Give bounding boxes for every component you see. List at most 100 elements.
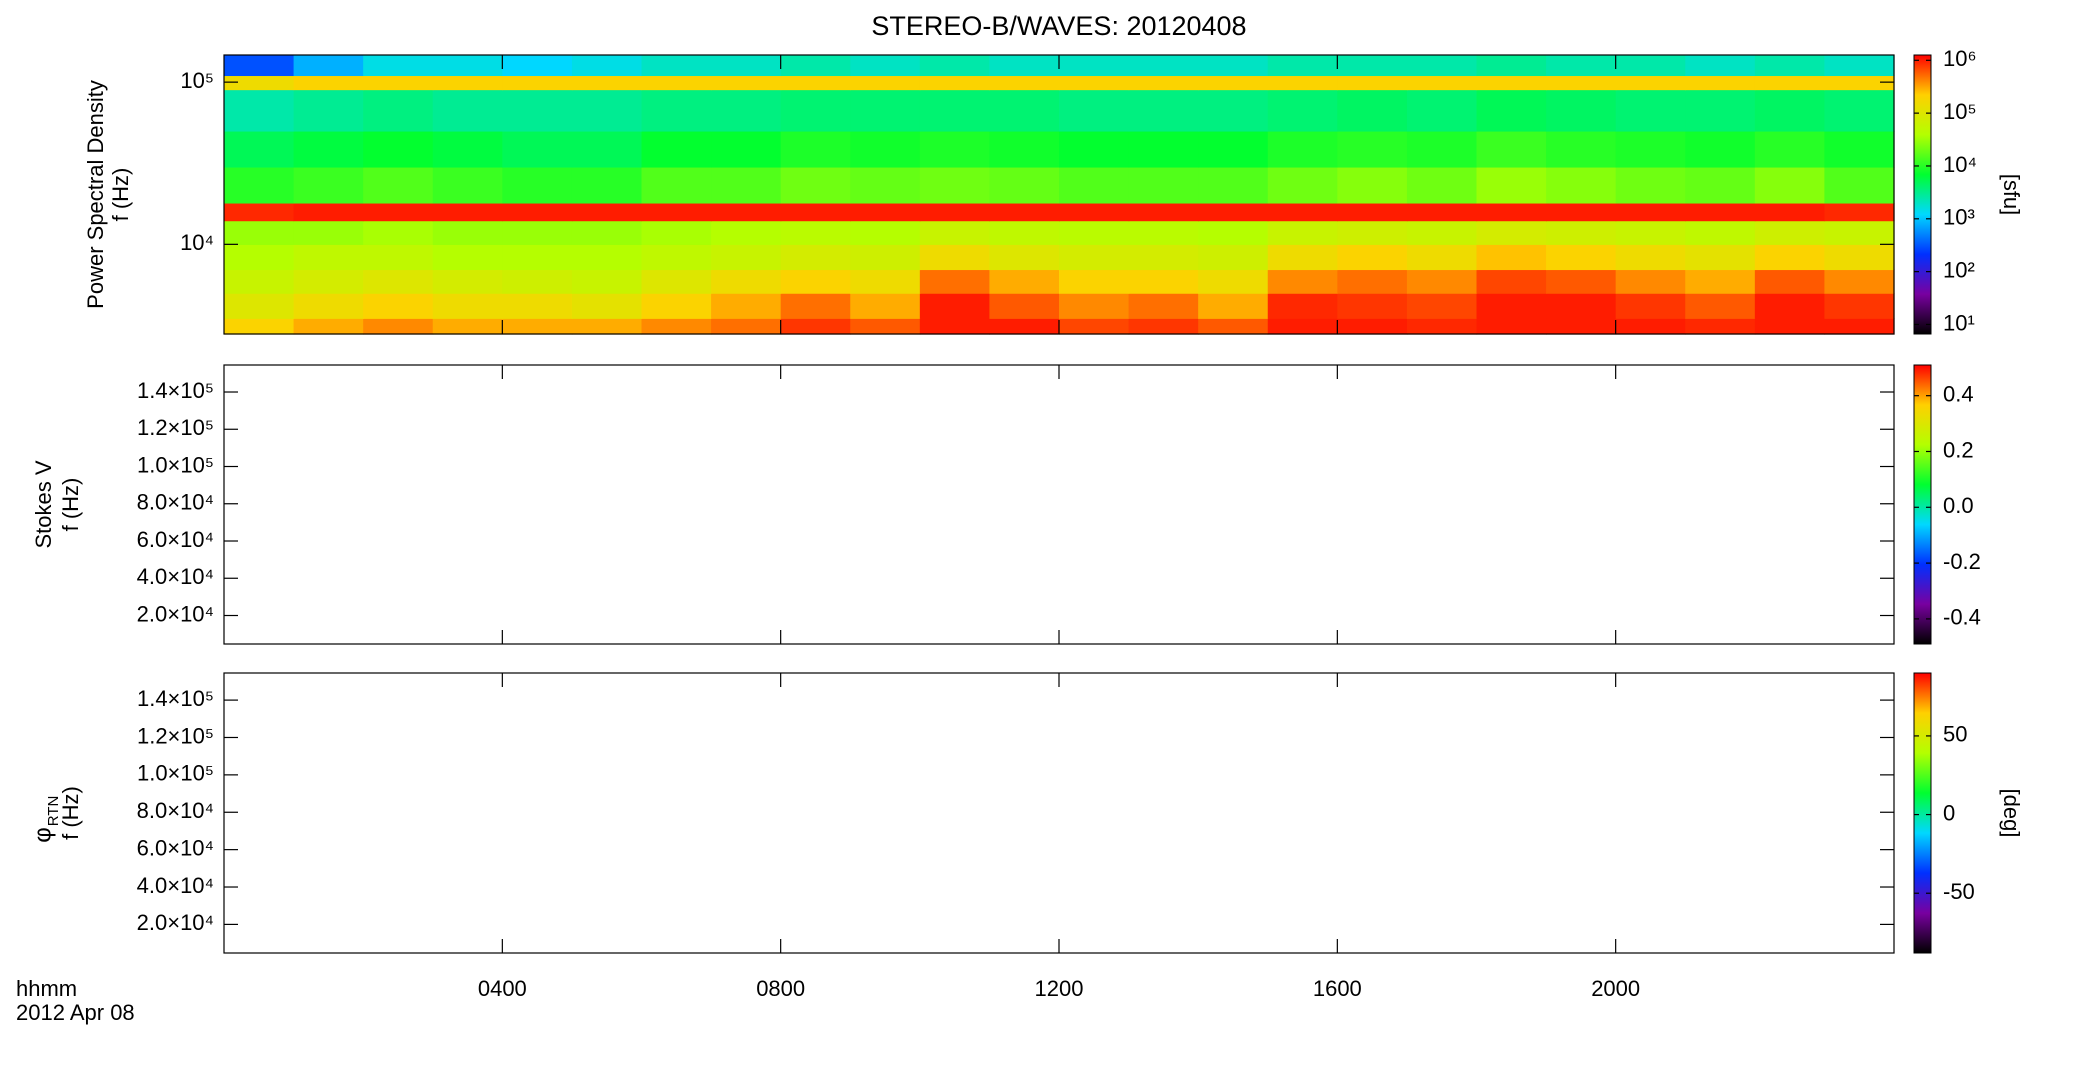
y-axis-symbol: φ: [29, 827, 56, 843]
heatmap-cell: [850, 75, 921, 91]
heatmap-cell: [363, 130, 434, 168]
heatmap-cell: [293, 293, 364, 319]
heatmap-cell: [780, 166, 851, 204]
heatmap-cell: [1128, 130, 1199, 168]
heatmap-cell: [363, 293, 434, 319]
heatmap-cell: [1128, 75, 1199, 91]
y-tick-label: 6.0×10⁴: [137, 835, 214, 860]
heatmap-cell: [224, 89, 295, 132]
y-axis-quantity: Power Spectral Density: [83, 80, 108, 309]
heatmap-cell: [502, 166, 573, 204]
heatmap-cell: [1337, 89, 1408, 132]
colorbar-tick-label: -0.2: [1943, 549, 1981, 574]
heatmap-cell: [641, 220, 712, 245]
heatmap-cell: [780, 318, 851, 335]
heatmap-cell: [432, 89, 503, 132]
heatmap-cell: [989, 293, 1060, 319]
heatmap-cell: [1406, 293, 1478, 319]
heatmap-cell: [1059, 318, 1130, 335]
heatmap-cell: [363, 89, 434, 132]
heatmap-cell: [1198, 89, 1269, 132]
heatmap-cell: [1337, 244, 1408, 271]
heatmap-cell: [1406, 244, 1478, 271]
heatmap-cell: [1754, 55, 1826, 77]
heatmap-cell: [711, 130, 782, 168]
heatmap-cell: [919, 244, 991, 271]
heatmap-cell: [224, 75, 295, 91]
heatmap-cell: [641, 269, 712, 294]
y-tick-label: 1.4×10⁵: [137, 378, 214, 403]
heatmap-cell: [1406, 89, 1478, 132]
heatmap-cell: [919, 293, 991, 319]
heatmap-cell: [363, 202, 434, 222]
heatmap-cell: [850, 244, 921, 271]
heatmap-cell: [711, 220, 782, 245]
heatmap-cell: [1198, 202, 1269, 222]
heatmap-cell: [224, 202, 295, 222]
colorbar: [1913, 364, 1932, 645]
heatmap-cell: [850, 269, 921, 294]
heatmap-cell: [1685, 130, 1756, 168]
heatmap-cell: [641, 202, 712, 222]
heatmap-cell: [502, 318, 573, 335]
heatmap-cell: [363, 318, 434, 335]
heatmap-cell: [1059, 166, 1130, 204]
heatmap-cell: [502, 89, 573, 132]
heatmap-cell: [1615, 166, 1686, 204]
heatmap-cell: [989, 75, 1060, 91]
colorbar: [1913, 672, 1932, 954]
heatmap-cell: [1546, 293, 1617, 319]
heatmap-cell: [989, 55, 1060, 77]
heatmap-cell: [1059, 75, 1130, 91]
heatmap-cell: [571, 318, 643, 335]
heatmap-cell: [989, 89, 1060, 132]
heatmap-cell: [1059, 89, 1130, 132]
heatmap-cell: [780, 55, 851, 77]
heatmap-cell: [780, 244, 851, 271]
heatmap-cell: [1754, 220, 1826, 245]
heatmap-cell: [919, 130, 991, 168]
heatmap-cell: [1198, 55, 1269, 77]
heatmap-cell: [1546, 220, 1617, 245]
heatmap-cell: [1267, 220, 1338, 245]
heatmap-cell: [363, 220, 434, 245]
heatmap-cell: [571, 202, 643, 222]
x-tick-label: 2000: [1591, 976, 1640, 1001]
heatmap-cell: [1406, 202, 1478, 222]
heatmap-cell: [1267, 75, 1338, 91]
heatmap-cell: [711, 318, 782, 335]
heatmap-cell: [1406, 55, 1478, 77]
heatmap-cell: [1267, 130, 1338, 168]
heatmap-cell: [1476, 220, 1547, 245]
heatmap-cell: [571, 244, 643, 271]
x-tick-label: 1200: [1035, 976, 1084, 1001]
heatmap-cell: [1754, 269, 1826, 294]
heatmap-cell: [780, 130, 851, 168]
heatmap-cell: [1824, 55, 1895, 77]
heatmap-cell: [850, 166, 921, 204]
heatmap-cell: [1824, 220, 1895, 245]
heatmap-cell: [1546, 55, 1617, 77]
colorbar-tick-label: 50: [1943, 722, 1967, 747]
colorbar-tick-label: 10¹: [1943, 310, 1975, 335]
colorbar-tick-label: -0.4: [1943, 605, 1981, 630]
y-axis-label: f (Hz): [58, 478, 83, 532]
colorbar-tick-label: 0: [1943, 800, 1955, 825]
heatmap-cell: [919, 269, 991, 294]
heatmap-cell: [1476, 318, 1547, 335]
heatmap-cell: [432, 166, 503, 204]
heatmap-cell: [780, 89, 851, 132]
heatmap-cell: [1615, 318, 1686, 335]
heatmap-cell: [1615, 244, 1686, 271]
heatmap-cell: [224, 220, 295, 245]
heatmap-cell: [1337, 269, 1408, 294]
heatmap-cell: [224, 244, 295, 271]
date-label: 2012 Apr 08: [16, 1000, 135, 1025]
x-tick-label: 0800: [756, 976, 805, 1001]
heatmap-cell: [502, 55, 573, 77]
heatmap-cell: [1267, 55, 1338, 77]
heatmap-cell: [1267, 318, 1338, 335]
heatmap-cell: [432, 75, 503, 91]
heatmap-cell: [1337, 220, 1408, 245]
